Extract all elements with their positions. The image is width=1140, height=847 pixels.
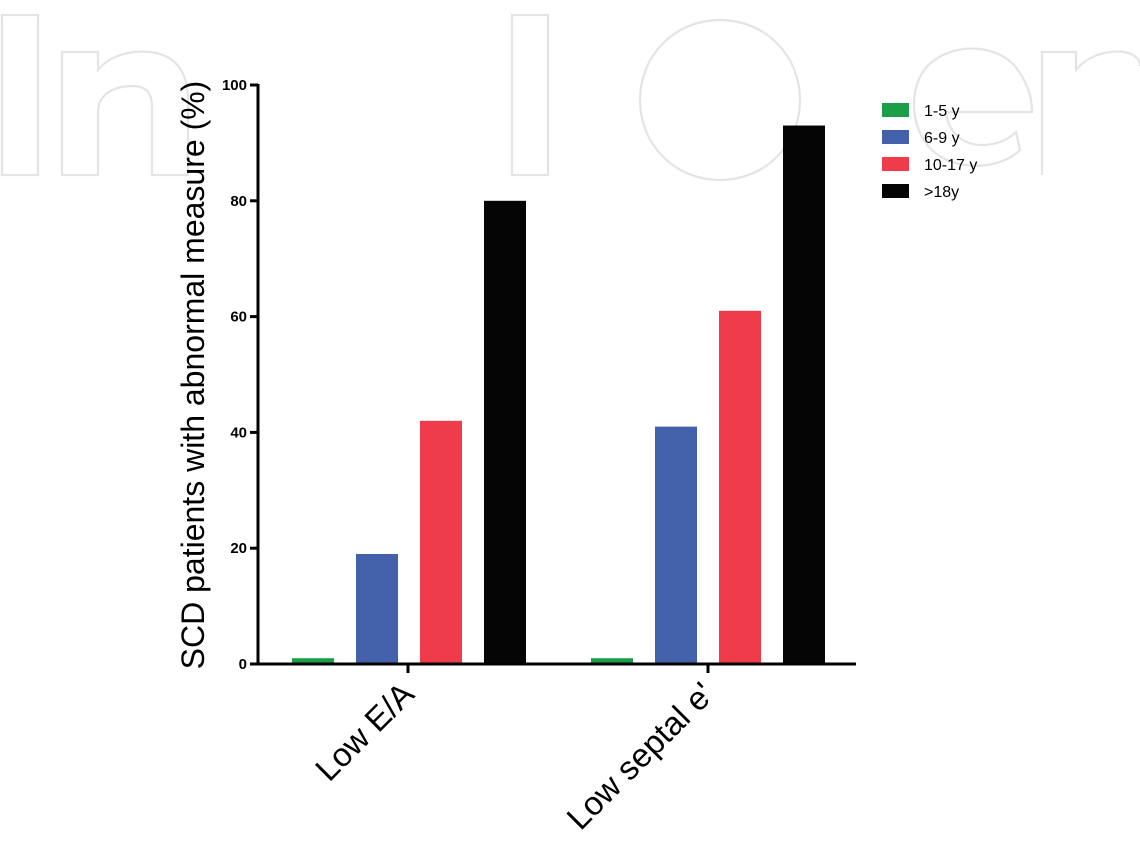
bar-1-series-4 [484,200,526,665]
legend-label-3: 10-17 y [924,157,977,174]
legend-swatch-3 [882,157,909,171]
bar-1-series-1 [292,658,334,664]
legend-swatch-2 [882,130,909,144]
legend-swatch-1 [882,103,909,117]
bar-2-series-4 [783,125,825,664]
bar-1-series-2 [356,553,398,664]
bar-2-series-2 [655,426,697,664]
legend-label-2: 6-9 y [924,130,960,147]
legend-label-1: 1-5 y [924,103,960,120]
y-tick-label: 80 [230,193,247,210]
y-tick-label: 60 [230,309,247,326]
y-tick-label: 20 [230,540,247,557]
y-axis-title: SCD patients with abnormal measure (%) [175,81,211,670]
legend-swatch-4 [882,184,909,198]
watermark [0,13,1140,182]
bar-2-series-1 [591,658,633,664]
y-tick-label: 100 [222,77,247,94]
x-category-label: Low E/A [308,675,421,788]
legend-label-4: >18y [924,184,959,201]
bar-1-series-3 [420,420,462,664]
x-category-label: Low septal e' [559,675,721,837]
y-tick-label: 40 [230,424,247,441]
bar-2-series-3 [719,310,761,664]
y-tick-label: 0 [239,656,247,673]
